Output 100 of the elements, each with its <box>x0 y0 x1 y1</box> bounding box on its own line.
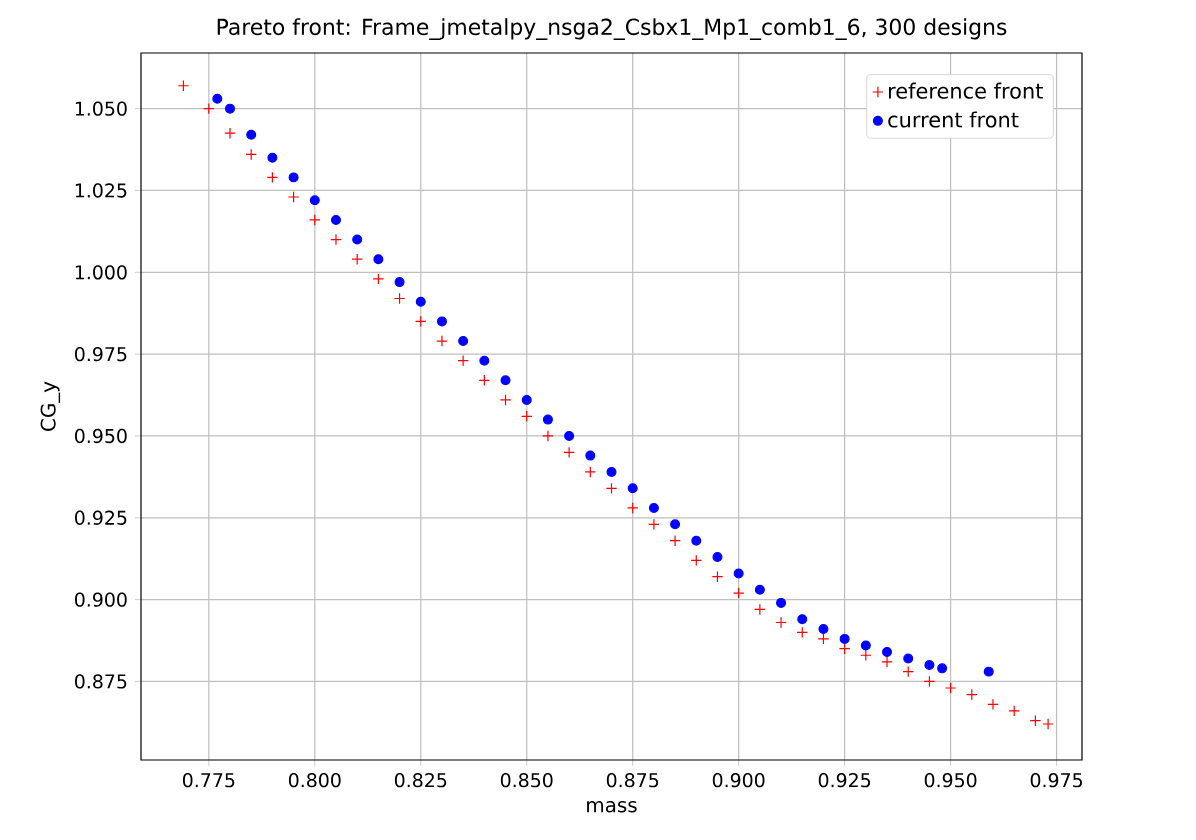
point <box>839 633 850 644</box>
point <box>881 656 893 668</box>
point <box>584 466 597 478</box>
point <box>457 354 469 367</box>
point <box>923 675 936 688</box>
point <box>775 616 787 629</box>
point <box>267 152 278 163</box>
point <box>478 374 491 387</box>
point <box>1029 714 1042 727</box>
point <box>177 79 190 92</box>
y-tick-label: 1.000 <box>75 265 127 280</box>
point <box>838 642 851 655</box>
point <box>776 597 787 608</box>
point <box>818 624 829 635</box>
point <box>627 483 638 494</box>
point <box>733 568 744 579</box>
x-tick-label: 0.925 <box>818 773 871 788</box>
point <box>796 626 809 639</box>
point <box>902 665 915 678</box>
point <box>712 552 723 563</box>
point <box>690 554 703 567</box>
x-tick-label: 0.875 <box>606 773 659 788</box>
point <box>669 534 681 547</box>
point <box>797 614 808 625</box>
point <box>499 394 512 406</box>
y-tick-label: 0.925 <box>75 510 127 525</box>
point <box>352 234 363 245</box>
point <box>308 214 321 226</box>
y-tick-label: 0.950 <box>75 428 127 444</box>
y-tick-label: 0.900 <box>75 592 127 607</box>
y-tick-label: 0.975 <box>75 346 127 362</box>
point <box>351 253 363 266</box>
point <box>648 502 659 513</box>
point <box>691 535 702 546</box>
legend-label: reference front <box>889 82 1043 99</box>
point <box>330 214 341 225</box>
point <box>520 410 533 423</box>
point <box>266 171 279 184</box>
point <box>983 666 994 677</box>
point <box>203 102 215 115</box>
point <box>373 254 384 265</box>
point <box>987 698 999 711</box>
point <box>436 335 448 347</box>
point <box>754 603 766 616</box>
chart-title: Pareto front: Frame_jmetalpy_nsga2_Csbx1_Mp1_comb1_6, 300 designs <box>217 18 1007 40</box>
y-axis-title: CG_y <box>40 381 61 431</box>
point <box>245 148 258 161</box>
point <box>860 649 872 662</box>
x-tick-label: 0.850 <box>500 773 553 788</box>
point <box>944 682 957 694</box>
point <box>393 292 406 305</box>
x-tick-label: 0.825 <box>394 773 447 788</box>
y-tick-label: 1.025 <box>75 183 127 198</box>
x-tick-label: 0.950 <box>924 773 977 788</box>
point <box>479 355 490 366</box>
point <box>965 688 978 701</box>
x-tick-label: 0.900 <box>712 773 765 788</box>
point <box>585 450 596 461</box>
point <box>415 296 426 307</box>
point <box>414 315 427 328</box>
point <box>225 103 236 114</box>
point <box>521 394 532 405</box>
point <box>288 172 299 183</box>
point <box>903 653 914 664</box>
point <box>563 446 575 459</box>
point <box>1008 705 1020 717</box>
point <box>937 663 948 674</box>
point <box>372 273 385 285</box>
point <box>330 233 342 246</box>
point <box>670 519 681 530</box>
x-tick-label: 0.975 <box>1030 773 1083 788</box>
point <box>287 191 300 203</box>
point <box>605 482 618 495</box>
y-tick-label: 1.050 <box>75 101 127 116</box>
x-tick-label: 0.800 <box>288 773 341 788</box>
point <box>732 587 745 599</box>
point <box>882 646 893 657</box>
point <box>394 277 405 288</box>
point <box>224 127 236 139</box>
point <box>924 660 935 671</box>
point <box>754 584 765 595</box>
point <box>564 430 575 441</box>
point <box>246 129 257 140</box>
legend-label: current front <box>888 111 1019 128</box>
point <box>542 430 554 442</box>
x-axis-title: mass <box>587 801 637 813</box>
point <box>309 195 320 206</box>
point <box>817 633 830 645</box>
point <box>648 518 660 531</box>
point <box>542 414 553 425</box>
x-tick-label: 0.775 <box>182 773 235 788</box>
point <box>1042 718 1054 730</box>
point <box>606 466 617 477</box>
y-tick-label: 0.875 <box>75 674 127 689</box>
point <box>711 570 724 583</box>
point <box>860 640 871 651</box>
point <box>458 336 469 347</box>
point <box>500 375 511 386</box>
point <box>626 502 639 514</box>
point <box>436 316 447 327</box>
